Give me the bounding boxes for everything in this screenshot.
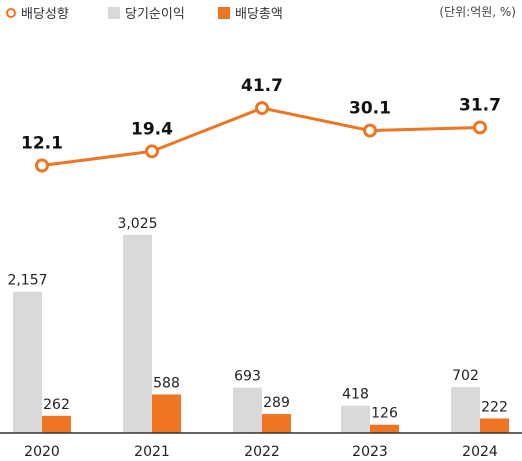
net-income-bar [451, 387, 480, 433]
legend-label-dividend-total: 배당총액 [235, 7, 283, 22]
net-income-label: 418 [342, 387, 369, 403]
dividend-total-label: 262 [43, 397, 70, 413]
legend-label-payout-ratio: 배당성향 [21, 7, 69, 22]
payout-ratio-label: 31.7 [459, 95, 501, 115]
net-income-label: 3,025 [117, 216, 157, 232]
unit-label: (단위:억원, %) [439, 5, 516, 19]
payout-ratio-line [41, 106, 481, 167]
x-tick-label: 2022 [244, 444, 280, 460]
payout-ratio-label: 41.7 [241, 76, 283, 96]
dividend-total-bar [262, 414, 291, 433]
x-tick-label: 2023 [352, 444, 388, 460]
dividend-total-label: 222 [481, 399, 508, 415]
net-income-bar [123, 234, 152, 433]
x-tick-label: 2021 [134, 444, 170, 460]
payout-ratio-point [35, 158, 49, 173]
payout-ratio-label: 19.4 [131, 119, 173, 139]
x-tick-label: 2024 [462, 444, 498, 460]
ring-marker-icon [6, 7, 16, 18]
payout-ratio-label: 30.1 [349, 99, 391, 119]
payout-ratio-label: 12.1 [21, 134, 63, 154]
dividend-total-bar [42, 415, 71, 433]
orange-square-icon [218, 6, 230, 19]
net-income-label: 2,157 [7, 273, 47, 289]
legend-item-net-income: 당기순이익 [108, 3, 185, 22]
dividend-total-bar [480, 418, 509, 433]
payout-ratio-point [255, 101, 269, 116]
payout-ratio-point [145, 144, 159, 159]
net-income-bar [233, 387, 262, 433]
payout-ratio-point [473, 120, 487, 135]
dividend-total-bar [152, 394, 181, 433]
net-income-label: 702 [452, 368, 479, 384]
legend-label-net-income: 당기순이익 [125, 7, 185, 22]
dividend-total-label: 588 [153, 375, 180, 391]
gray-square-icon [108, 6, 120, 19]
dividend-total-label: 289 [263, 395, 290, 411]
dividend-total-bar [370, 424, 399, 433]
legend-item-payout-ratio: 배당성향 [6, 3, 69, 22]
payout-ratio-point [363, 123, 377, 138]
legend-item-dividend-total: 배당총액 [218, 3, 283, 22]
net-income-bar [341, 405, 370, 433]
legend: 배당성향 당기순이익 배당총액 (단위:억원, %) [0, 0, 522, 22]
net-income-bar [13, 291, 42, 433]
dividend-total-label: 126 [371, 406, 398, 422]
x-tick-label: 2020 [24, 444, 60, 460]
net-income-label: 693 [234, 369, 261, 385]
